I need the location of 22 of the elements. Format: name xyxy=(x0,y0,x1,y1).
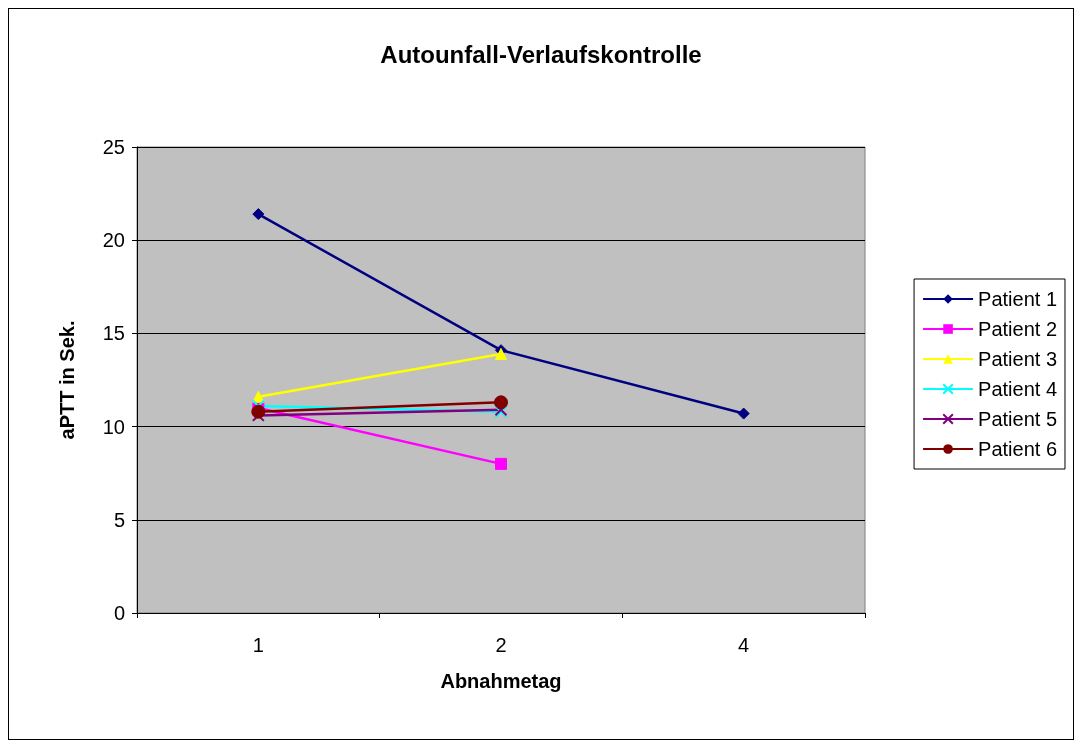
legend-label: Patient 3 xyxy=(978,348,1058,370)
legend-label: Patient 1 xyxy=(978,288,1058,310)
point xyxy=(737,407,750,420)
point xyxy=(252,208,265,221)
point xyxy=(494,395,508,410)
legend-label: Patient 5 xyxy=(978,408,1058,430)
legend-label: Patient 6 xyxy=(978,438,1058,460)
y-tick-label: 15 xyxy=(102,322,125,345)
y-tick-label: 25 xyxy=(102,136,125,158)
legend-label: Patient 2 xyxy=(978,318,1058,340)
x-tick-label: 1 xyxy=(252,634,264,656)
y-axis-title: aPTT in Sek. xyxy=(56,320,78,440)
chart-title: Autounfall-Verlaufskontrolle xyxy=(380,40,702,68)
y-tick-label: 10 xyxy=(102,415,125,438)
point xyxy=(495,457,507,470)
y-tick-label: 20 xyxy=(102,229,125,252)
x-axis-title: Abnahmetag xyxy=(440,670,562,692)
x-tick-label: 2 xyxy=(495,634,507,656)
x-tick-label: 4 xyxy=(738,634,750,656)
y-tick-label: 0 xyxy=(113,602,125,624)
legend-label: Patient 4 xyxy=(978,378,1058,400)
y-tick-label: 5 xyxy=(113,508,125,531)
